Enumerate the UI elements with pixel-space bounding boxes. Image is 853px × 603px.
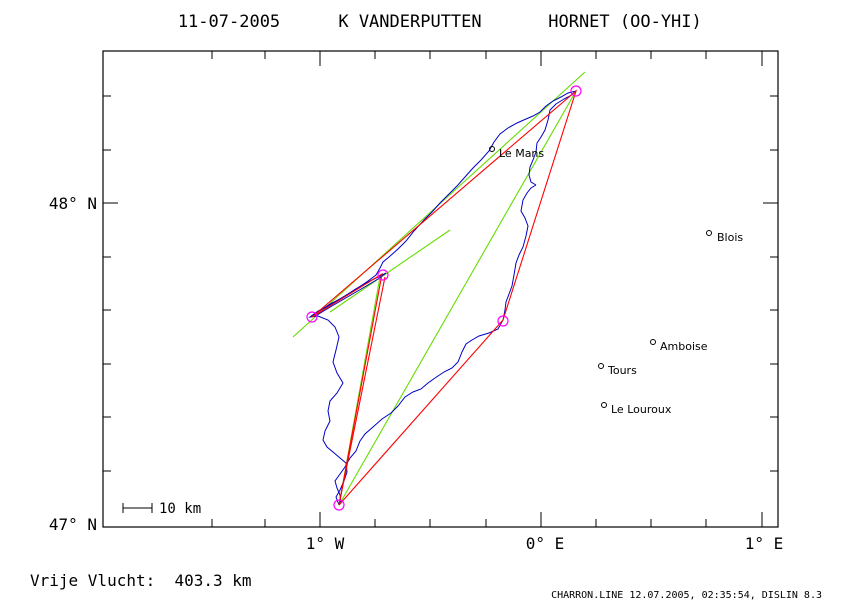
flight-distance: Vrije Vlucht: 403.3 km <box>30 571 252 590</box>
route-leg <box>338 276 386 506</box>
town-marker-icon <box>598 363 604 369</box>
turnpoint-2 <box>377 269 389 281</box>
town-blois: Blois <box>706 230 743 244</box>
title-pilot: K VANDERPUTTEN <box>338 12 481 32</box>
town-marker-icon <box>601 402 607 408</box>
town-le-mans: Le Mans <box>489 146 544 160</box>
town-marker-icon <box>489 146 495 152</box>
turnpoint-start <box>333 499 345 511</box>
town-marker-icon <box>706 230 712 236</box>
town-label: Amboise <box>660 340 708 353</box>
town-le-louroux: Le Louroux <box>601 402 672 416</box>
lon-label-1e: 1° E <box>745 534 784 553</box>
turnpoint-4 <box>497 315 509 327</box>
route-line <box>311 89 578 506</box>
scale-bar <box>122 503 153 513</box>
town-label: Le Louroux <box>611 403 672 416</box>
lon-label-1w: 1° W <box>306 534 345 553</box>
lat-label-48n: 48° N <box>49 194 97 213</box>
town-tours: Tours <box>598 363 637 377</box>
title-date: 11-07-2005 <box>178 12 280 32</box>
flight-track-return <box>528 90 577 186</box>
flight-track <box>334 184 537 506</box>
town-marker-icon <box>650 339 656 345</box>
turnpoint-3 <box>570 85 582 97</box>
credit-line: CHARRON.LINE 12.07.2005, 02:35:54, DISLI… <box>551 590 822 601</box>
town-label: Blois <box>717 231 743 244</box>
turnpoints <box>306 85 582 511</box>
axis-ticks <box>103 51 778 527</box>
town-label: Tours <box>607 364 637 377</box>
town-label: Le Mans <box>499 147 544 160</box>
lat-label-47n: 47° N <box>49 515 97 534</box>
map-frame <box>102 50 779 528</box>
town-amboise: Amboise <box>650 339 708 353</box>
flight-track-loop <box>309 272 387 318</box>
title-glider: HORNET (OO-YHI) <box>548 12 702 32</box>
turnpoint-1 <box>306 311 318 323</box>
scale-label: 10 km <box>159 501 201 517</box>
lon-label-0e: 0° E <box>526 534 565 553</box>
